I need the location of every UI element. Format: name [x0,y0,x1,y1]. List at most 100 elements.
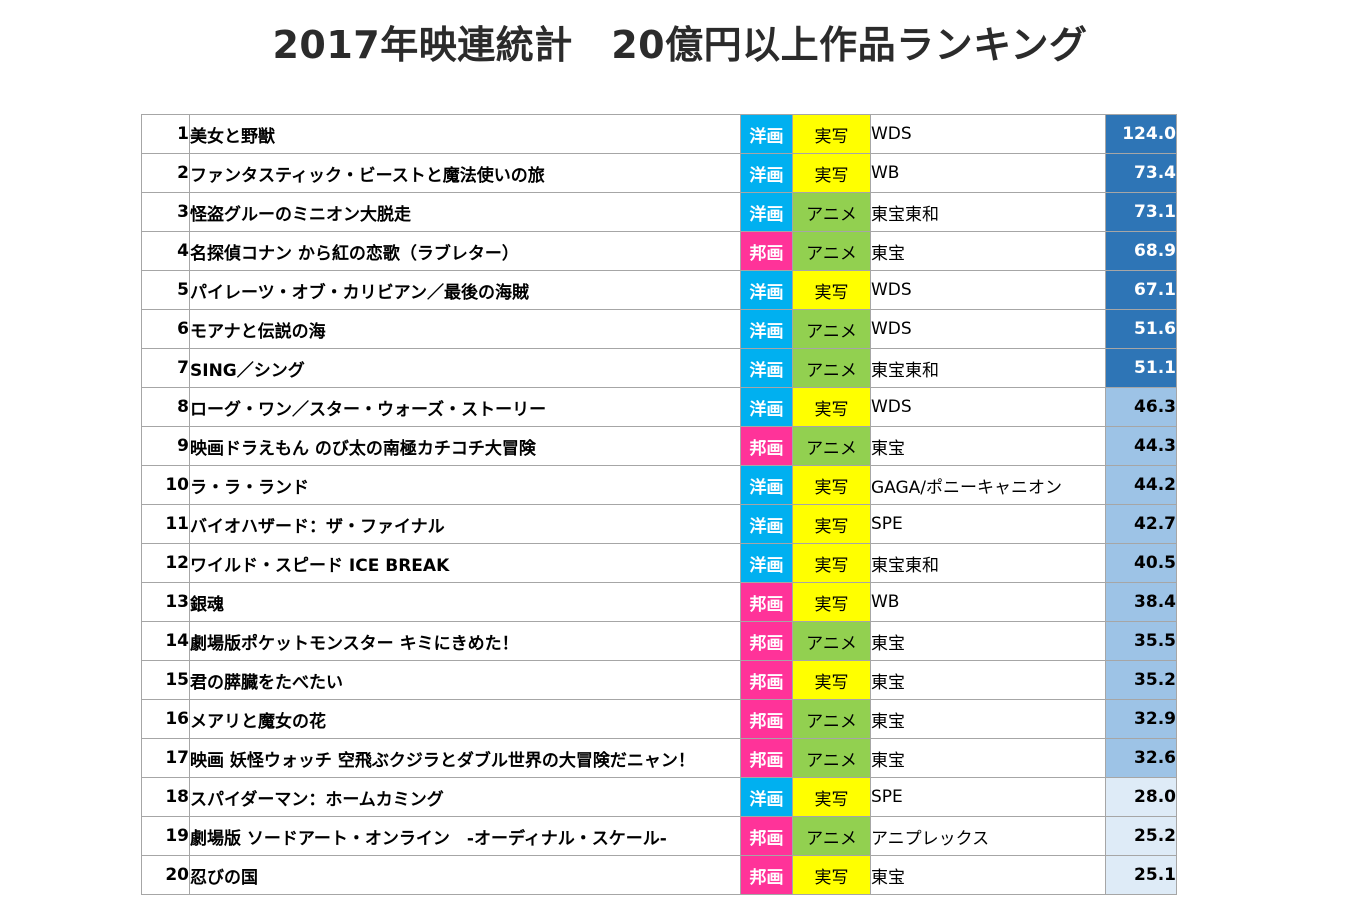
gross-cell: 44.2 [1105,465,1177,505]
gross-cell: 73.1 [1105,192,1177,232]
title-cell: スパイダーマン：ホームカミング [189,777,741,817]
type-badge: 実写 [792,855,871,895]
rank-cell: 16 [141,699,190,739]
type-badge: 実写 [792,387,871,427]
origin-badge: 邦画 [740,231,793,271]
distributor-cell: WDS [870,309,1106,349]
rank-cell: 8 [141,387,190,427]
type-badge: 実写 [792,660,871,700]
rank-cell: 14 [141,621,190,661]
table-row: 17 映画 妖怪ウォッチ 空飛ぶクジラとダブル世界の大冒険だニャン！ 邦画 アニメ 東宝… [141,738,1177,778]
origin-badge: 洋画 [740,309,793,349]
distributor-cell: WB [870,153,1106,193]
origin-badge: 洋画 [740,387,793,427]
gross-cell: 46.3 [1105,387,1177,427]
gross-cell: 51.6 [1105,309,1177,349]
rank-cell: 7 [141,348,190,388]
title-cell: モアナと伝説の海 [189,309,741,349]
title-cell: 劇場版ポケットモンスター キミにきめた！ [189,621,741,661]
origin-badge: 洋画 [740,465,793,505]
table-row: 18 スパイダーマン：ホームカミング 洋画 実写 SPE 28.0 [141,777,1177,817]
rank-cell: 19 [141,816,190,856]
rank-cell: 2 [141,153,190,193]
gross-cell: 73.4 [1105,153,1177,193]
gross-cell: 44.3 [1105,426,1177,466]
title-cell: SING／シング [189,348,741,388]
title-cell: ローグ・ワン／スター・ウォーズ・ストーリー [189,387,741,427]
title-cell: 怪盗グルーのミニオン大脱走 [189,192,741,232]
title-cell: 映画ドラえもん のび太の南極カチコチ大冒険 [189,426,741,466]
table-row: 16 メアリと魔女の花 邦画 アニメ 東宝 32.9 [141,699,1177,739]
title-cell: 美女と野獣 [189,114,741,154]
origin-badge: 邦画 [740,660,793,700]
title-cell: メアリと魔女の花 [189,699,741,739]
rank-cell: 4 [141,231,190,271]
origin-badge: 邦画 [740,582,793,622]
gross-cell: 35.5 [1105,621,1177,661]
distributor-cell: SPE [870,777,1106,817]
rank-cell: 13 [141,582,190,622]
table-row: 19 劇場版 ソードアート・オンライン -オーディナル・スケール- 邦画 アニメ アニプ… [141,816,1177,856]
distributor-cell: 東宝 [870,660,1106,700]
rank-cell: 6 [141,309,190,349]
type-badge: アニメ [792,699,871,739]
distributor-cell: 東宝 [870,855,1106,895]
table-row: 1 美女と野獣 洋画 実写 WDS 124.0 [141,114,1177,154]
type-badge: 実写 [792,582,871,622]
origin-badge: 邦画 [740,855,793,895]
origin-badge: 邦画 [740,816,793,856]
title-cell: 銀魂 [189,582,741,622]
rank-cell: 1 [141,114,190,154]
distributor-cell: 東宝 [870,738,1106,778]
rank-cell: 20 [141,855,190,895]
type-badge: アニメ [792,309,871,349]
type-badge: アニメ [792,738,871,778]
origin-badge: 邦画 [740,621,793,661]
distributor-cell: WDS [870,270,1106,310]
distributor-cell: 東宝 [870,231,1106,271]
gross-cell: 32.6 [1105,738,1177,778]
gross-cell: 124.0 [1105,114,1177,154]
origin-badge: 邦画 [740,426,793,466]
distributor-cell: WB [870,582,1106,622]
gross-cell: 25.1 [1105,855,1177,895]
type-badge: アニメ [792,426,871,466]
distributor-cell: SPE [870,504,1106,544]
type-badge: アニメ [792,816,871,856]
distributor-cell: 東宝東和 [870,192,1106,232]
type-badge: アニメ [792,348,871,388]
gross-cell: 51.1 [1105,348,1177,388]
gross-cell: 40.5 [1105,543,1177,583]
table-row: 7 SING／シング 洋画 アニメ 東宝東和 51.1 [141,348,1177,388]
type-badge: アニメ [792,192,871,232]
type-badge: 実写 [792,270,871,310]
distributor-cell: GAGA/ポニーキャニオン [870,465,1106,505]
rank-cell: 17 [141,738,190,778]
origin-badge: 邦画 [740,738,793,778]
origin-badge: 洋画 [740,504,793,544]
table-row: 5 パイレーツ・オブ・カリビアン／最後の海賊 洋画 実写 WDS 67.1 [141,270,1177,310]
distributor-cell: WDS [870,387,1106,427]
table-row: 14 劇場版ポケットモンスター キミにきめた！ 邦画 アニメ 東宝 35.5 [141,621,1177,661]
rank-cell: 15 [141,660,190,700]
table-row: 12 ワイルド・スピード ICE BREAK 洋画 実写 東宝東和 40.5 [141,543,1177,583]
type-badge: 実写 [792,543,871,583]
type-badge: アニメ [792,231,871,271]
title-cell: ワイルド・スピード ICE BREAK [189,543,741,583]
type-badge: 実写 [792,465,871,505]
distributor-cell: 東宝 [870,621,1106,661]
page-title: 2017年映連統計 20億円以上作品ランキング [272,23,1088,67]
gross-cell: 25.2 [1105,816,1177,856]
table-row: 6 モアナと伝説の海 洋画 アニメ WDS 51.6 [141,309,1177,349]
rank-cell: 10 [141,465,190,505]
table-row: 20 忍びの国 邦画 実写 東宝 25.1 [141,855,1177,895]
gross-cell: 38.4 [1105,582,1177,622]
rank-cell: 12 [141,543,190,583]
rank-cell: 11 [141,504,190,544]
type-badge: 実写 [792,777,871,817]
title-cell: 忍びの国 [189,855,741,895]
origin-badge: 洋画 [740,270,793,310]
gross-cell: 68.9 [1105,231,1177,271]
table-row: 4 名探偵コナン から紅の恋歌（ラブレター） 邦画 アニメ 東宝 68.9 [141,231,1177,271]
origin-badge: 洋画 [740,153,793,193]
